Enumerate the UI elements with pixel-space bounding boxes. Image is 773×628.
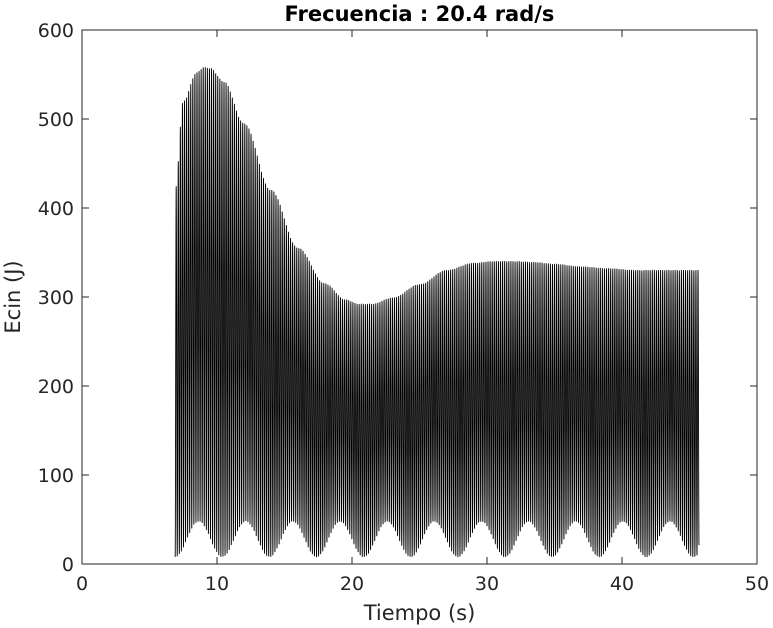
x-tick-label: 10: [205, 573, 229, 595]
x-tick-label: 30: [475, 573, 499, 595]
series-line: [174, 67, 700, 558]
x-tick-label: 50: [745, 573, 769, 595]
axis-ticks: [81, 29, 758, 565]
y-tick-label: 200: [38, 376, 74, 398]
x-tick-label: 0: [76, 573, 88, 595]
plot-data: [174, 67, 700, 558]
x-tick-label: 20: [340, 573, 364, 595]
y-tick-label: 100: [38, 465, 74, 487]
x-tick-label: 40: [610, 573, 634, 595]
y-tick-label: 500: [38, 109, 74, 131]
x-axis-label: Tiempo (s): [363, 601, 476, 625]
y-tick-label: 400: [38, 198, 74, 220]
chart-title: Frecuencia : 20.4 rad/s: [285, 2, 555, 26]
y-tick-label: 600: [38, 20, 74, 42]
y-tick-label: 300: [38, 287, 74, 309]
y-tick-label: 0: [62, 554, 74, 576]
y-axis-label: Ecin (J): [1, 260, 25, 333]
